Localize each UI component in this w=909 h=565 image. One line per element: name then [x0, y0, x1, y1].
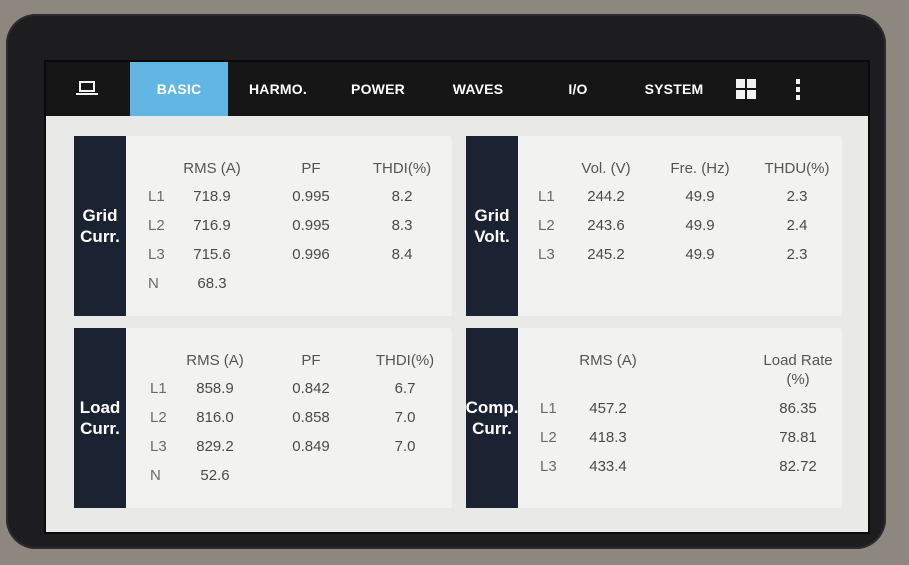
- pf-value: 0.842: [292, 380, 330, 397]
- load-rate-value: 82.72: [779, 458, 817, 475]
- row-phase: L3: [150, 438, 167, 455]
- load-current-label: Load Curr.: [74, 328, 126, 508]
- rms-value: 816.0: [196, 409, 234, 426]
- thd-value: 6.7: [394, 380, 416, 397]
- tab-harmo[interactable]: HARMO.: [249, 81, 307, 97]
- pf-value: 0.858: [292, 409, 330, 426]
- row-phase: L1: [540, 400, 557, 417]
- rms-value: 858.9: [196, 380, 234, 397]
- tab-waves[interactable]: WAVES: [452, 81, 504, 97]
- header-pf: PF: [301, 160, 321, 177]
- header-pf: PF: [301, 352, 321, 369]
- computer-icon: [76, 81, 100, 97]
- row-phase: L1: [148, 188, 165, 205]
- thd-value: 2.3: [786, 246, 808, 263]
- rms-value: 52.6: [200, 467, 230, 484]
- tab-system[interactable]: SYSTEM: [644, 81, 704, 97]
- row-phase: N: [150, 467, 161, 484]
- home-button[interactable]: [46, 62, 130, 116]
- grid-voltage-label: Grid Volt.: [466, 136, 518, 316]
- voltage-value: 243.6: [587, 217, 625, 234]
- rms-value: 718.9: [193, 188, 231, 205]
- more-menu-button[interactable]: [772, 62, 824, 116]
- tab-power[interactable]: POWER: [351, 81, 405, 97]
- row-phase: L2: [150, 409, 167, 426]
- thd-value: 8.2: [391, 188, 413, 205]
- load-current-panel: Load Curr. RMS (A) PF THDI(%) L1 858.9 0.…: [74, 328, 452, 508]
- grid-voltage-panel: Grid Volt. Vol. (V) Fre. (Hz) THDU(%) L1 …: [466, 136, 842, 316]
- pf-value: 0.995: [292, 217, 330, 234]
- tab-basic[interactable]: BASIC: [130, 62, 228, 116]
- hmi-screen: BASIC HARMO. POWER WAVES I/O SYSTEM Grid…: [44, 60, 870, 534]
- thd-value: 8.4: [391, 246, 413, 263]
- rms-value: 418.3: [589, 429, 627, 446]
- comp-current-panel: Comp. Curr. RMS (A) Load Rate (%) L1 457.…: [466, 328, 842, 508]
- thd-value: 7.0: [394, 409, 416, 426]
- header-voltage: Vol. (V): [581, 160, 631, 177]
- voltage-value: 245.2: [587, 246, 625, 263]
- more-vertical-icon: [796, 78, 800, 84]
- tab-io[interactable]: I/O: [568, 81, 588, 97]
- pf-value: 0.996: [292, 246, 330, 263]
- voltage-value: 244.2: [587, 188, 625, 205]
- rms-value: 715.6: [193, 246, 231, 263]
- header-rms: RMS (A): [186, 352, 244, 369]
- header-thdi: THDI(%): [372, 160, 432, 177]
- row-phase: L3: [540, 458, 557, 475]
- row-phase: L1: [538, 188, 555, 205]
- top-nav-bar: BASIC HARMO. POWER WAVES I/O SYSTEM: [46, 62, 868, 116]
- header-thdi: THDI(%): [375, 352, 435, 369]
- thd-value: 2.3: [786, 188, 808, 205]
- header-load-rate: Load Rate: [763, 352, 833, 369]
- load-rate-value: 78.81: [779, 429, 817, 446]
- device-bezel: BASIC HARMO. POWER WAVES I/O SYSTEM Grid…: [6, 14, 886, 549]
- header-rms: RMS (A): [183, 160, 241, 177]
- thd-value: 7.0: [394, 438, 416, 455]
- header-rms: RMS (A): [579, 352, 637, 369]
- header-frequency: Fre. (Hz): [670, 160, 730, 177]
- rms-value: 716.9: [193, 217, 231, 234]
- frequency-value: 49.9: [685, 246, 715, 263]
- rms-value: 457.2: [589, 400, 627, 417]
- comp-current-label: Comp. Curr.: [466, 328, 518, 508]
- header-thdu: THDU(%): [764, 160, 830, 177]
- row-phase: N: [148, 275, 159, 292]
- row-phase: L2: [538, 217, 555, 234]
- row-phase: L1: [150, 380, 167, 397]
- grid-view-button[interactable]: [720, 62, 772, 116]
- thd-value: 2.4: [786, 217, 808, 234]
- grid-current-panel: Grid Curr. RMS (A) PF THDI(%) L1 718.9 0.…: [74, 136, 452, 316]
- frequency-value: 49.9: [685, 217, 715, 234]
- row-phase: L3: [148, 246, 165, 263]
- rms-value: 829.2: [196, 438, 234, 455]
- grid-icon: [736, 79, 756, 99]
- row-phase: L3: [538, 246, 555, 263]
- header-load-rate-unit: (%): [786, 371, 810, 388]
- row-phase: L2: [540, 429, 557, 446]
- load-rate-value: 86.35: [779, 400, 817, 417]
- frequency-value: 49.9: [685, 188, 715, 205]
- row-phase: L2: [148, 217, 165, 234]
- pf-value: 0.995: [292, 188, 330, 205]
- rms-value: 68.3: [197, 275, 227, 292]
- rms-value: 433.4: [589, 458, 627, 475]
- grid-current-label: Grid Curr.: [74, 136, 126, 316]
- thd-value: 8.3: [391, 217, 413, 234]
- pf-value: 0.849: [292, 438, 330, 455]
